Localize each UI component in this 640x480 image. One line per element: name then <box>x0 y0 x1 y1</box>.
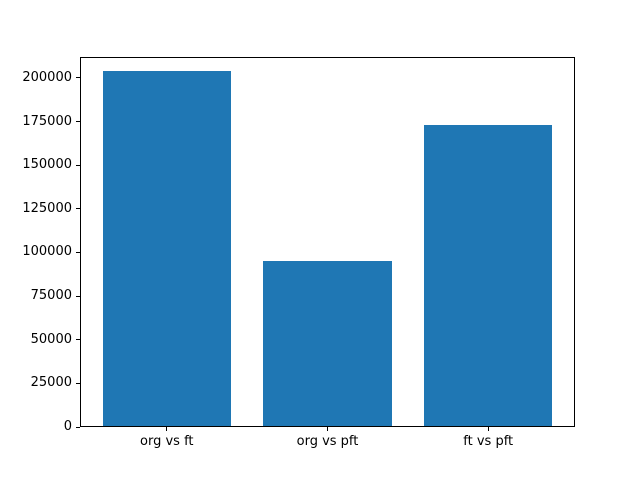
y-tick-label: 75000 <box>30 288 72 304</box>
x-tick-mark <box>327 427 328 431</box>
x-tick-mark <box>487 427 489 431</box>
bar-ft-vs-pft <box>423 125 553 426</box>
y-tick-label: 125000 <box>22 200 72 216</box>
x-tick-label: ft vs pft <box>463 434 514 449</box>
y-tick-label: 0 <box>63 419 72 434</box>
y-tick-mark <box>76 295 80 297</box>
y-tick-label: 50000 <box>30 331 72 347</box>
y-tick-mark <box>76 164 80 166</box>
y-tick-mark <box>76 121 80 123</box>
bar-org-vs-pft <box>263 261 392 426</box>
y-tick-label: 150000 <box>22 157 72 173</box>
y-tick-mark <box>76 208 80 210</box>
y-tick-mark <box>76 339 80 341</box>
x-tick-label: org vs pft <box>296 434 359 449</box>
y-tick-mark <box>76 251 80 253</box>
y-tick-label: 100000 <box>22 244 72 260</box>
y-tick-mark <box>76 426 80 428</box>
y-tick-mark <box>76 382 80 384</box>
y-tick-mark <box>76 77 80 79</box>
bar-org-vs-ft <box>102 70 232 426</box>
x-tick-label: org vs ft <box>140 434 194 449</box>
y-tick-label: 25000 <box>30 375 72 391</box>
y-tick-label: 200000 <box>22 69 72 85</box>
y-tick-label: 175000 <box>22 113 72 129</box>
x-tick-mark <box>166 427 168 431</box>
